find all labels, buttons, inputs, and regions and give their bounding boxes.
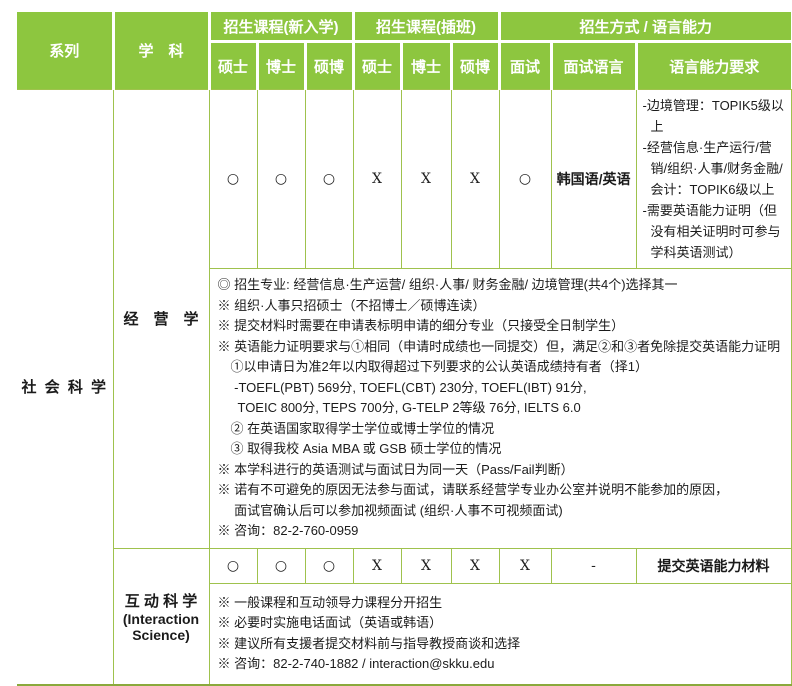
- note-line: ② 在英语国家取得学士学位或博士学位的情况: [217, 420, 495, 436]
- mark-transfer-doctor: X: [400, 547, 452, 584]
- subheader-doctor-transfer: 博士: [401, 41, 453, 90]
- notes-list-business: ◎ 招生专业: 经营信息·生产运营/ 组织·人事/ 财务金融/ 边境管理(共4个…: [218, 275, 785, 542]
- language-requirement-cell: 提交英语能力材料: [635, 547, 792, 584]
- mark-new-doctor: ○: [256, 89, 306, 269]
- mark-transfer-doctor: X: [400, 89, 452, 269]
- note-line: ※ 提交材料时需要在申请表标明申请的细分专业（只接受全日制学生）: [217, 318, 625, 333]
- notes-list-interaction: ※ 一般课程和互动领导力课程分开招生 ※ 必要时实施电话面试（英语或韩语） ※ 建议…: [218, 593, 785, 675]
- subheader-master-new: 硕士: [209, 41, 259, 90]
- interview-language-cell: -: [550, 547, 637, 584]
- notes-cell-business: ◎ 招生专业: 经营信息·生产运营/ 组织·人事/ 财务金融/ 边境管理(共4个…: [208, 268, 792, 549]
- note-line: ※ 本学科进行的英语测试与面试日为同一天（Pass/Fail判断）: [217, 461, 574, 477]
- note-line: ※ 诺有不可避免的原因无法参与面试，请联系经营学专业办公室并说明不能参加的原因，: [217, 482, 729, 497]
- note-line: ※ 咨询：82-2-740-1882 / interaction@skku.ed…: [217, 656, 495, 671]
- mark-interview: X: [498, 547, 552, 584]
- language-requirement-line: -边境管理：TOPIK5级以上: [642, 98, 784, 134]
- subheader-master-transfer: 硕士: [353, 41, 403, 90]
- admissions-table: 系列 学 科 招生课程(新入学) 招生课程(插班) 招生方式 / 语言能力 硕士…: [17, 12, 792, 686]
- department-label: 互 动 科 学: [124, 592, 198, 610]
- interview-language-cell: 韩国语/英语: [550, 89, 637, 269]
- mark-new-master-doctor: ○: [304, 547, 354, 584]
- mark-new-master-doctor: ○: [304, 89, 354, 269]
- header-group-new-entry: 招生课程(新入学): [209, 12, 355, 43]
- language-requirement-cell: -边境管理：TOPIK5级以上 -经营信息·生产运行/营销/组织·人事/财务金融/…: [635, 89, 792, 269]
- subheader-interview-language: 面试语言: [551, 41, 638, 90]
- subheader-interview: 面试: [499, 41, 553, 90]
- subheader-doctor-new: 博士: [257, 41, 307, 90]
- note-line: ※ 必要时实施电话面试（英语或韩语）: [217, 615, 443, 630]
- note-line: ※ 英语能力证明要求与①相同（申请时成绩也一同提交）但，满足②和③者免除提交英语…: [217, 338, 781, 354]
- note-line: ※ 组织·人事只招硕士（不招博士／硕博连读）: [217, 297, 486, 313]
- note-line: ※ 建议所有支援者提交材料前与指导教授商谈和选择: [217, 635, 521, 651]
- subheader-master-doctor-transfer: 硕博: [451, 41, 501, 90]
- department-label-english: (Interaction Science): [122, 610, 200, 643]
- header-group-method-language: 招生方式 / 语言能力: [499, 12, 792, 43]
- department-cell-business: 经 营 学: [112, 89, 210, 549]
- mark-interview: ○: [498, 89, 552, 269]
- note-line: ※ 咨询：82-2-760-0959: [217, 523, 359, 538]
- series-cell-social-science: 社 会 科 学: [17, 89, 114, 685]
- mark-new-master: ○: [208, 547, 258, 584]
- admissions-table-container: 系列 学 科 招生课程(新入学) 招生课程(插班) 招生方式 / 语言能力 硕士…: [17, 12, 792, 686]
- note-line: ③ 取得我校 Asia MBA 或 GSB 硕士学位的情况: [217, 441, 502, 456]
- note-line: 面试官确认后可以参加视频面试 (组织·人事不可视频面试): [217, 502, 563, 518]
- language-requirement-line: -需要英语能力证明（但没有相关证明时可参与学科英语测试）: [642, 203, 781, 260]
- header-group-transfer: 招生课程(插班): [353, 12, 501, 43]
- mark-transfer-master: X: [352, 547, 402, 584]
- note-line: ①以申请日为准2年以内取得超过下列要求的公认英语成绩持有者（择1）: [217, 359, 648, 374]
- mark-new-doctor: ○: [256, 547, 306, 584]
- mark-new-master: ○: [208, 89, 258, 269]
- mark-transfer-master-doctor: X: [450, 89, 500, 269]
- subheader-master-doctor-new: 硕博: [305, 41, 355, 90]
- language-requirement-line: -经营信息·生产运行/营销/组织·人事/财务金融/会计：TOPIK6级以上: [642, 140, 783, 197]
- header-department: 学 科: [113, 12, 211, 90]
- mark-transfer-master-doctor: X: [450, 547, 500, 584]
- notes-cell-interaction: ※ 一般课程和互动领导力课程分开招生 ※ 必要时实施电话面试（英语或韩语） ※ 建议…: [208, 582, 792, 685]
- language-requirement-list: -边境管理：TOPIK5级以上 -经营信息·生产运行/营销/组织·人事/财务金融/…: [643, 95, 786, 263]
- note-line: -TOEFL(PBT) 569分, TOEFL(CBT) 230分, TOEFL…: [217, 379, 587, 395]
- note-line: ◎ 招生专业: 经营信息·生产运营/ 组织·人事/ 财务金融/ 边境管理(共4个…: [217, 277, 678, 292]
- note-line: ※ 一般课程和互动领导力课程分开招生: [217, 594, 443, 610]
- header-series: 系列: [17, 12, 115, 90]
- department-cell-interaction-science: 互 动 科 学 (Interaction Science): [112, 547, 210, 685]
- mark-transfer-master: X: [352, 89, 402, 269]
- subheader-language-requirement: 语言能力要求: [636, 41, 792, 90]
- note-line: TOEIC 800分, TEPS 700分, G-TELP 2等级 76分, I…: [217, 400, 581, 415]
